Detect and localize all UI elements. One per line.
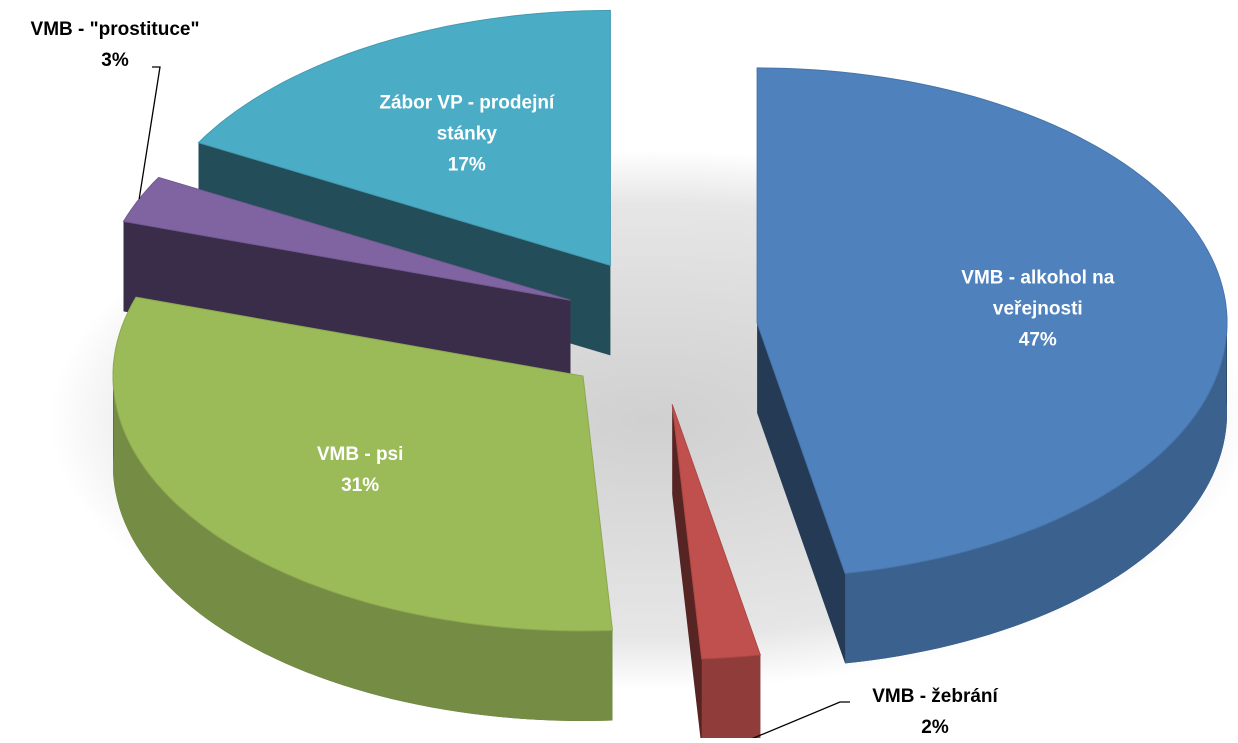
leader-line: [138, 66, 161, 200]
label-value: 2%: [921, 717, 949, 738]
data-label: VMB - žebrání 2%: [815, 681, 1055, 743]
data-label: Zábor VP - prodejní stánky 17%: [352, 87, 582, 180]
slice-wall: [845, 310, 1228, 664]
label-value: 31%: [341, 474, 380, 496]
label-name: Zábor VP - prodejní stánky: [379, 92, 555, 145]
label-value: 47%: [1018, 329, 1057, 351]
slice: [671, 404, 761, 660]
slice-wall: [113, 364, 613, 721]
label-name: VMB - alkohol na veřejnosti: [961, 267, 1115, 320]
label-value: 3%: [101, 50, 129, 71]
data-label: VMB - "prostituce" 3%: [0, 14, 235, 76]
slice: [112, 296, 614, 632]
data-label: VMB - psi 31%: [240, 439, 480, 501]
leader-line: [751, 701, 850, 738]
label-value: 17%: [447, 154, 486, 176]
label-name: VMB - "prostituce": [30, 19, 200, 40]
label-name: VMB - psi: [316, 443, 404, 465]
label-name: VMB - žebrání: [872, 686, 998, 707]
slice-wall: [701, 654, 761, 738]
slice: [122, 176, 571, 301]
slice: [197, 9, 611, 267]
data-label: VMB - alkohol na veřejnosti 47%: [928, 262, 1148, 355]
slice: [756, 67, 1228, 574]
